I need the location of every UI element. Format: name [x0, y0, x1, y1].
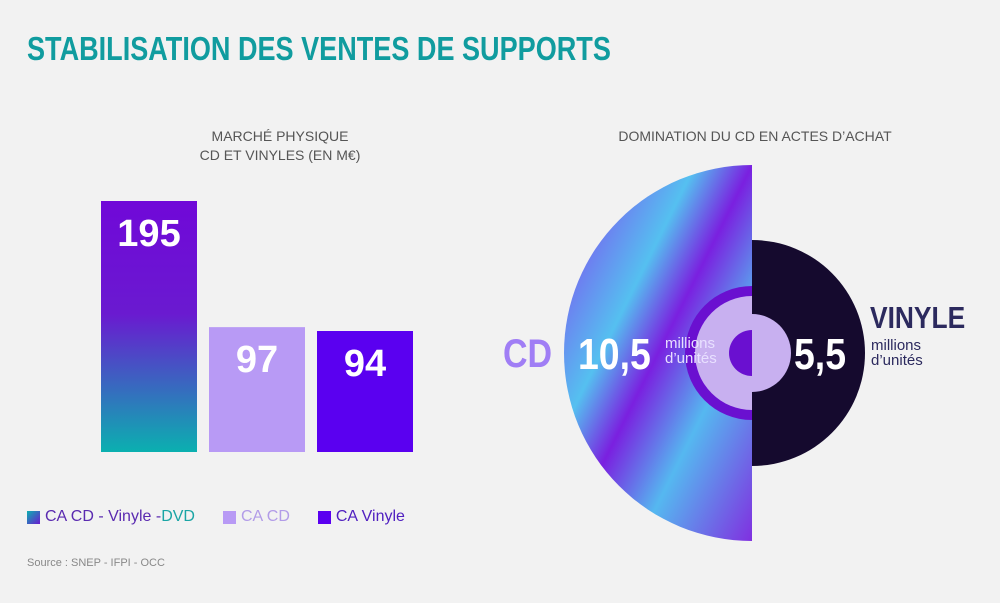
legend-swatch: [222, 510, 236, 524]
legend-swatch: [27, 510, 40, 524]
legend-item-vinyl: CA Vinyle: [317, 508, 405, 526]
vinyl-half-disc: [752, 240, 865, 466]
source-note: Source : SNEP - IFPI - OCC: [27, 557, 165, 569]
bar-value-label: 97: [235, 339, 279, 382]
page-title: STABILISATION DES VENTES DE SUPPORTS: [27, 30, 611, 67]
legend: CA CD - Vinyle - DVD CA CD CA Vinyle: [27, 508, 405, 526]
vinyl-label-text: VINYLE: [870, 300, 966, 335]
cd-unit-line2: d’unités: [665, 350, 717, 367]
bar-1: [101, 201, 197, 452]
vinyl-unit-line2: d’unités: [871, 352, 923, 369]
bar-value-label: 94: [343, 343, 387, 385]
cd-unit: millions d’unités: [665, 336, 717, 366]
cd-label: CD: [503, 332, 553, 376]
legend-label-dvd: DVD: [161, 508, 195, 525]
bar-chart-title: MARCHÉ PHYSIQUE CD ET VINYLES (EN M€): [140, 127, 420, 165]
bar-value-label: 195: [117, 213, 181, 255]
disc-chart-title: DOMINATION DU CD EN ACTES D’ACHAT: [618, 128, 892, 144]
cd-unit-line1: millions: [665, 335, 716, 352]
vinyl-unit-line1: millions: [871, 337, 922, 354]
bar-title-line1: MARCHÉ PHYSIQUE: [211, 128, 349, 144]
cd-value: 10,5: [578, 330, 651, 379]
legend-swatch: [317, 510, 331, 524]
cd-hole: [729, 330, 752, 376]
bar-2: [209, 327, 305, 452]
vinyl-value: 5,5: [794, 330, 846, 379]
vinyl-unit: millions d’unités: [871, 338, 923, 368]
legend-label: CA CD - Vinyle -: [45, 508, 162, 525]
legend-label: CA Vinyle: [335, 508, 405, 525]
legend-label: CA CD: [240, 508, 290, 525]
legend-item-cd: CA CD: [222, 508, 290, 526]
cd-half-disc: [564, 165, 752, 541]
bar-3: [317, 331, 413, 452]
legend-item-total: CA CD - Vinyle - DVD: [27, 508, 195, 526]
cd-hub-clear: [695, 296, 752, 410]
vinyl-label: [752, 314, 791, 392]
bar-title-line2: CD ET VINYLES (EN M€): [199, 147, 361, 163]
disc-graphic: [564, 165, 865, 541]
